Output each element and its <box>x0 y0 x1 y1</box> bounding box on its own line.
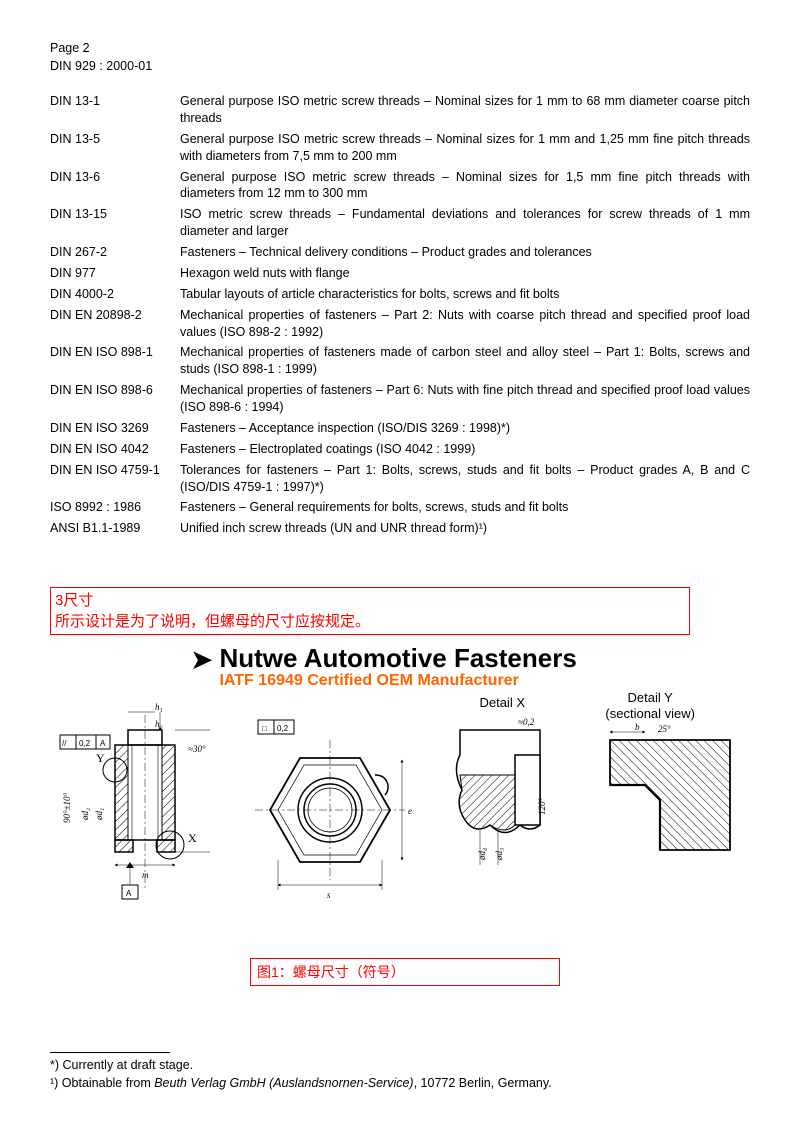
figure-caption: 图1：螺母尺寸（符号） <box>257 964 405 980</box>
page-footnotes: *) Currently at draft stage. ¹) Obtainab… <box>50 1052 750 1092</box>
dim-angle30: ≈30° <box>188 744 206 754</box>
ref-code: DIN EN ISO 4042 <box>50 441 180 458</box>
ref-row: DIN 13-5General purpose ISO metric screw… <box>50 131 750 165</box>
ref-desc: Unified inch screw threads (UN and UNR t… <box>180 520 750 537</box>
ref-row: DIN 13-15ISO metric screw threads – Fund… <box>50 206 750 240</box>
ref-row: DIN 267-2Fasteners – Technical delivery … <box>50 244 750 261</box>
ref-desc: Mechanical properties of fasteners – Par… <box>180 382 750 416</box>
ref-desc: General purpose ISO metric screw threads… <box>180 169 750 203</box>
technical-diagram: Detail X Detail Y (sectional view) <box>50 690 750 950</box>
detail-y-title: Detail Y <box>628 690 673 705</box>
ref-row: DIN EN ISO 4759-1Tolerances for fastener… <box>50 462 750 496</box>
ref-desc: Fasteners – Technical delivery condition… <box>180 244 750 261</box>
ref-row: DIN 977Hexagon weld nuts with flange <box>50 265 750 282</box>
ref-code: DIN EN ISO 4759-1 <box>50 462 180 496</box>
brand-watermark: ➤ Nutwe Automotive Fasteners IATF 16949 … <box>190 643 750 690</box>
brand-subtitle: IATF 16949 Certified OEM Manufacturer <box>219 672 576 690</box>
ref-row: DIN 13-6General purpose ISO metric screw… <box>50 169 750 203</box>
dim-angle25: 25° <box>658 724 671 734</box>
footnote-2: ¹) Obtainable from Beuth Verlag GmbH (Au… <box>50 1075 750 1093</box>
ref-code: ISO 8992 : 1986 <box>50 499 180 516</box>
ref-code: DIN 267-2 <box>50 244 180 261</box>
ref-code: DIN 13-1 <box>50 93 180 127</box>
ref-row: DIN EN ISO 3269Fasteners – Acceptance in… <box>50 420 750 437</box>
gd-parallel-icon: // <box>62 739 67 748</box>
ref-row: ANSI B1.1-1989Unified inch screw threads… <box>50 520 750 537</box>
ref-row: DIN EN ISO 898-1Mechanical properties of… <box>50 344 750 378</box>
detail-y-sub: (sectional view) <box>605 706 695 721</box>
figure-caption-box: 图1：螺母尺寸（符号） <box>250 958 560 986</box>
dim-angle90: 90°±10° <box>62 793 72 824</box>
standard-ref: DIN 929 : 2000-01 <box>50 58 750 76</box>
callout-y: Y <box>96 751 105 765</box>
dim-d4: ød₄ <box>477 848 487 861</box>
ref-desc: General purpose ISO metric screw threads… <box>180 93 750 127</box>
ref-code: DIN 4000-2 <box>50 286 180 303</box>
ref-desc: Hexagon weld nuts with flange <box>180 265 750 282</box>
document-page: Page 2 DIN 929 : 2000-01 DIN 13-1General… <box>0 0 800 1132</box>
gd-datum-ref: A <box>100 739 106 748</box>
datum-a: A <box>126 889 132 898</box>
ref-code: DIN EN ISO 898-6 <box>50 382 180 416</box>
footnote-2-text: Obtainable from <box>58 1076 154 1090</box>
dim-approx02: ≈0,2 <box>518 717 535 727</box>
ref-desc: Tabular layouts of article characteristi… <box>180 286 750 303</box>
callout-x: X <box>188 831 197 845</box>
footnote-1: *) Currently at draft stage. <box>50 1057 750 1075</box>
footnote-2-tail: , 10772 Berlin, Germany. <box>414 1076 552 1090</box>
ref-desc: General purpose ISO metric screw threads… <box>180 131 750 165</box>
brand-arrow-icon: ➤ <box>190 646 213 674</box>
ref-code: DIN EN 20898-2 <box>50 307 180 341</box>
ref-code: DIN EN ISO 3269 <box>50 420 180 437</box>
ref-row: DIN 4000-2Tabular layouts of article cha… <box>50 286 750 303</box>
ref-row: ISO 8992 : 1986Fasteners – General requi… <box>50 499 750 516</box>
brand-text-block: Nutwe Automotive Fasteners IATF 16949 Ce… <box>219 643 576 690</box>
ref-desc: Fasteners – General requirements for bol… <box>180 499 750 516</box>
ref-desc: Mechanical properties of fasteners made … <box>180 344 750 378</box>
dim-m: m <box>142 870 149 880</box>
section-note: 所示设计是为了说明，但螺母的尺寸应按规定。 <box>55 613 370 630</box>
ref-row: DIN EN ISO 898-6Mechanical properties of… <box>50 382 750 416</box>
dim-b: b <box>635 722 640 732</box>
diagram-svg: h₁ h₂ // 0,2 A Y X <box>50 690 750 920</box>
footnote-2-publisher: Beuth Verlag GmbH (Auslandsnornen-Servic… <box>154 1076 413 1090</box>
ref-code: DIN EN ISO 898-1 <box>50 344 180 378</box>
detail-y-label: Detail Y (sectional view) <box>605 690 695 721</box>
brand-title: Nutwe Automotive Fasteners <box>219 643 576 674</box>
gd-tol-value: 0,2 <box>79 739 91 748</box>
ref-row: DIN EN ISO 4042Fasteners – Electroplated… <box>50 441 750 458</box>
footnote-1-text: Currently at draft stage. <box>59 1058 193 1072</box>
ref-desc: Tolerances for fasteners – Part 1: Bolts… <box>180 462 750 496</box>
detail-x-label: Detail X <box>479 695 525 710</box>
ref-desc: Fasteners – Acceptance inspection (ISO/D… <box>180 420 750 437</box>
ref-desc: Mechanical properties of fasteners – Par… <box>180 307 750 341</box>
ref-code: DIN 13-15 <box>50 206 180 240</box>
ref-code: ANSI B1.1-1989 <box>50 520 180 537</box>
footnote-1-mark: *) <box>50 1058 59 1072</box>
dim-s: s <box>327 890 331 900</box>
ref-desc: Fasteners – Electroplated coatings (ISO … <box>180 441 750 458</box>
ref-code: DIN 13-5 <box>50 131 180 165</box>
gd-tol-value2: 0,2 <box>277 724 289 733</box>
footnote-rule <box>50 1052 170 1053</box>
ref-desc: ISO metric screw threads – Fundamental d… <box>180 206 750 240</box>
ref-row: DIN EN 20898-2Mechanical properties of f… <box>50 307 750 341</box>
dim-d2: ød₂ <box>80 808 90 821</box>
dim-d3: ød₃ <box>494 848 504 861</box>
ref-code: DIN 977 <box>50 265 180 282</box>
section-number: 3尺寸 <box>55 592 93 609</box>
dim-h2: h₂ <box>155 719 163 729</box>
ref-row: DIN 13-1General purpose ISO metric screw… <box>50 93 750 127</box>
ref-code: DIN 13-6 <box>50 169 180 203</box>
references-list: DIN 13-1General purpose ISO metric screw… <box>50 93 750 537</box>
dim-h1: h₁ <box>155 702 163 712</box>
gd-square-icon: □ <box>262 724 267 733</box>
page-header: Page 2 DIN 929 : 2000-01 <box>50 40 750 75</box>
dim-d1: ød₁ <box>94 808 104 821</box>
dim-angle120: 120° <box>537 798 547 816</box>
section-heading-box: 3尺寸 所示设计是为了说明，但螺母的尺寸应按规定。 <box>50 587 690 635</box>
page-number: Page 2 <box>50 40 750 58</box>
dim-e: e <box>408 806 412 816</box>
